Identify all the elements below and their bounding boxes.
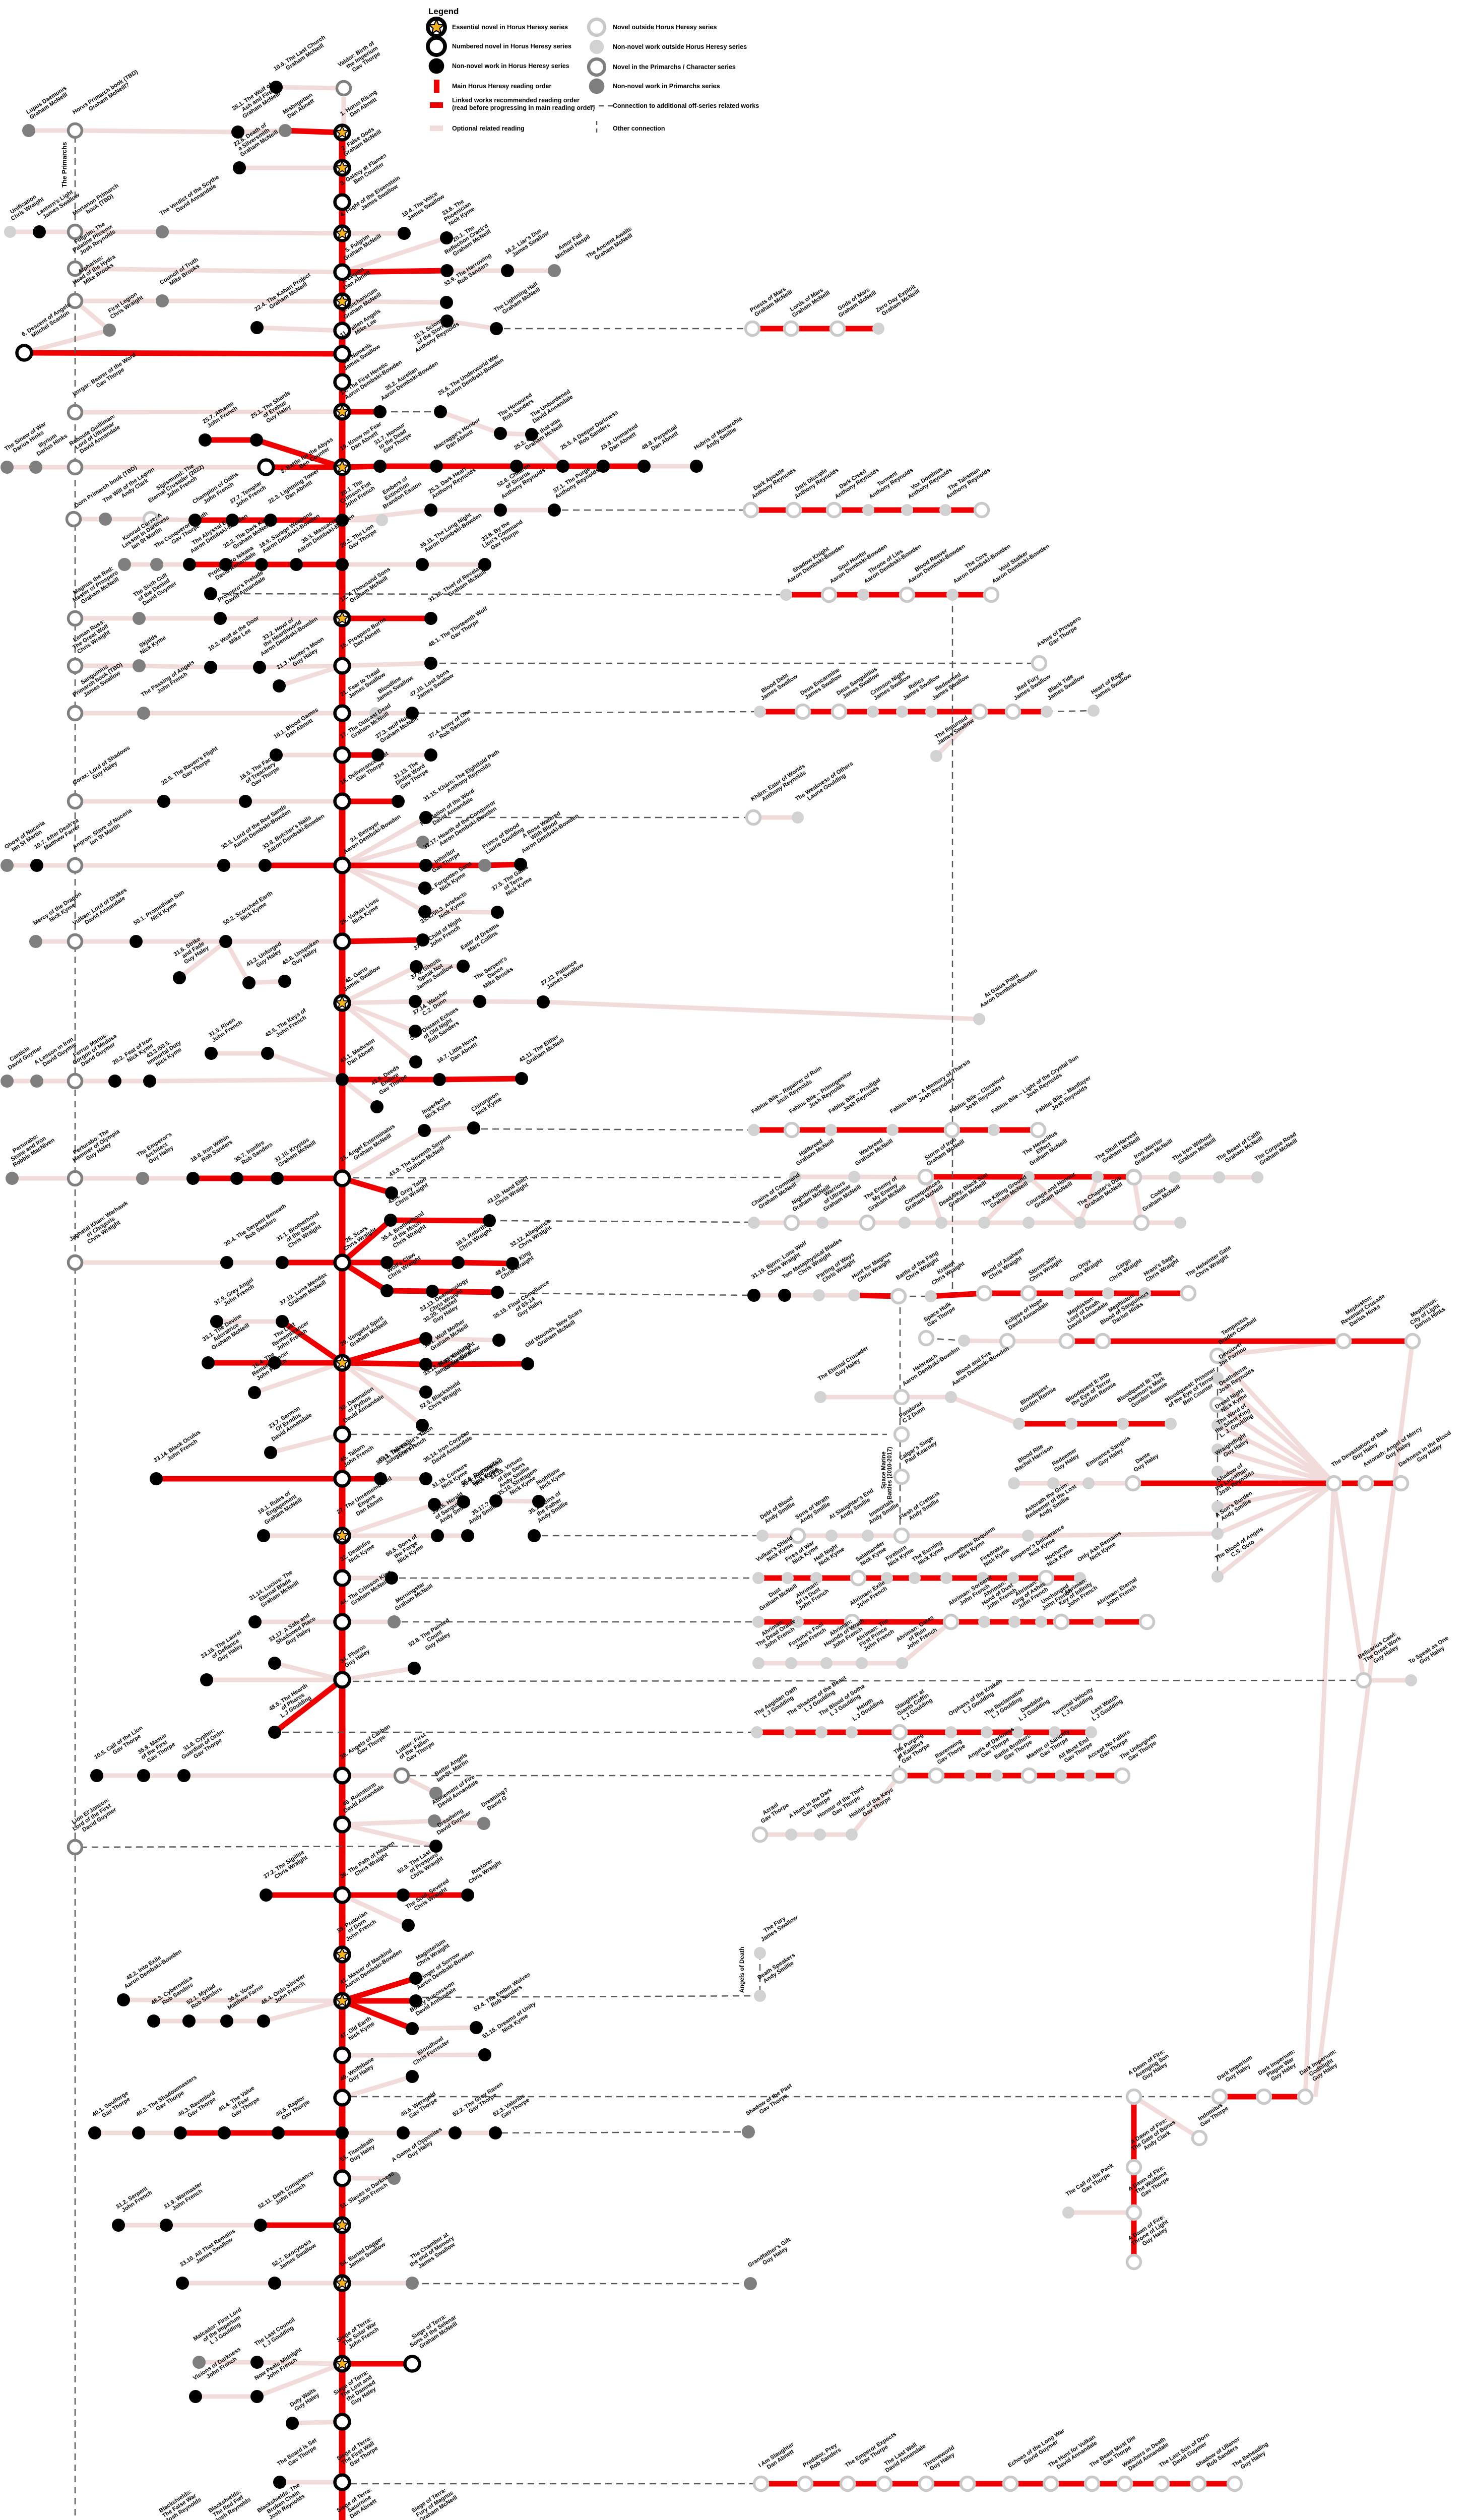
svg-text:Essential novel in Horus Heres: Essential novel in Horus Heresy series <box>452 24 568 31</box>
svg-text:(read before progressing in ma: (read before progressing in main reading… <box>452 104 595 111</box>
svg-text:Angels of Death: Angels of Death <box>738 1947 745 1993</box>
svg-text:Battles (2010-2017): Battles (2010-2017) <box>887 1447 893 1499</box>
svg-text:Novel in the Primarchs / Chara: Novel in the Primarchs / Character serie… <box>613 64 736 71</box>
svg-text:Space Marine: Space Marine <box>881 1452 887 1489</box>
svg-text:Other connection: Other connection <box>613 125 665 132</box>
svg-text:Linked works recommended readi: Linked works recommended reading order <box>452 97 580 104</box>
svg-text:Connection to additional off-s: Connection to additional off-series rela… <box>613 102 759 109</box>
svg-text:Non-novel work outside Horus H: Non-novel work outside Horus Heresy seri… <box>613 43 747 50</box>
svg-text:Non-novel work in Primarchs se: Non-novel work in Primarchs series <box>613 83 720 90</box>
svg-text:Non-novel work in Horus Heresy: Non-novel work in Horus Heresy series <box>452 62 569 70</box>
svg-text:Numbered novel in Horus Heresy: Numbered novel in Horus Heresy series <box>452 43 571 50</box>
svg-text:Legend: Legend <box>428 7 459 16</box>
svg-text:The Primarchs: The Primarchs <box>60 142 68 187</box>
svg-text:Main Horus Heresy reading orde: Main Horus Heresy reading order <box>452 83 551 90</box>
svg-text:Novel outside Horus Heresy ser: Novel outside Horus Heresy series <box>613 24 717 31</box>
svg-text:Optional related reading: Optional related reading <box>452 125 525 132</box>
